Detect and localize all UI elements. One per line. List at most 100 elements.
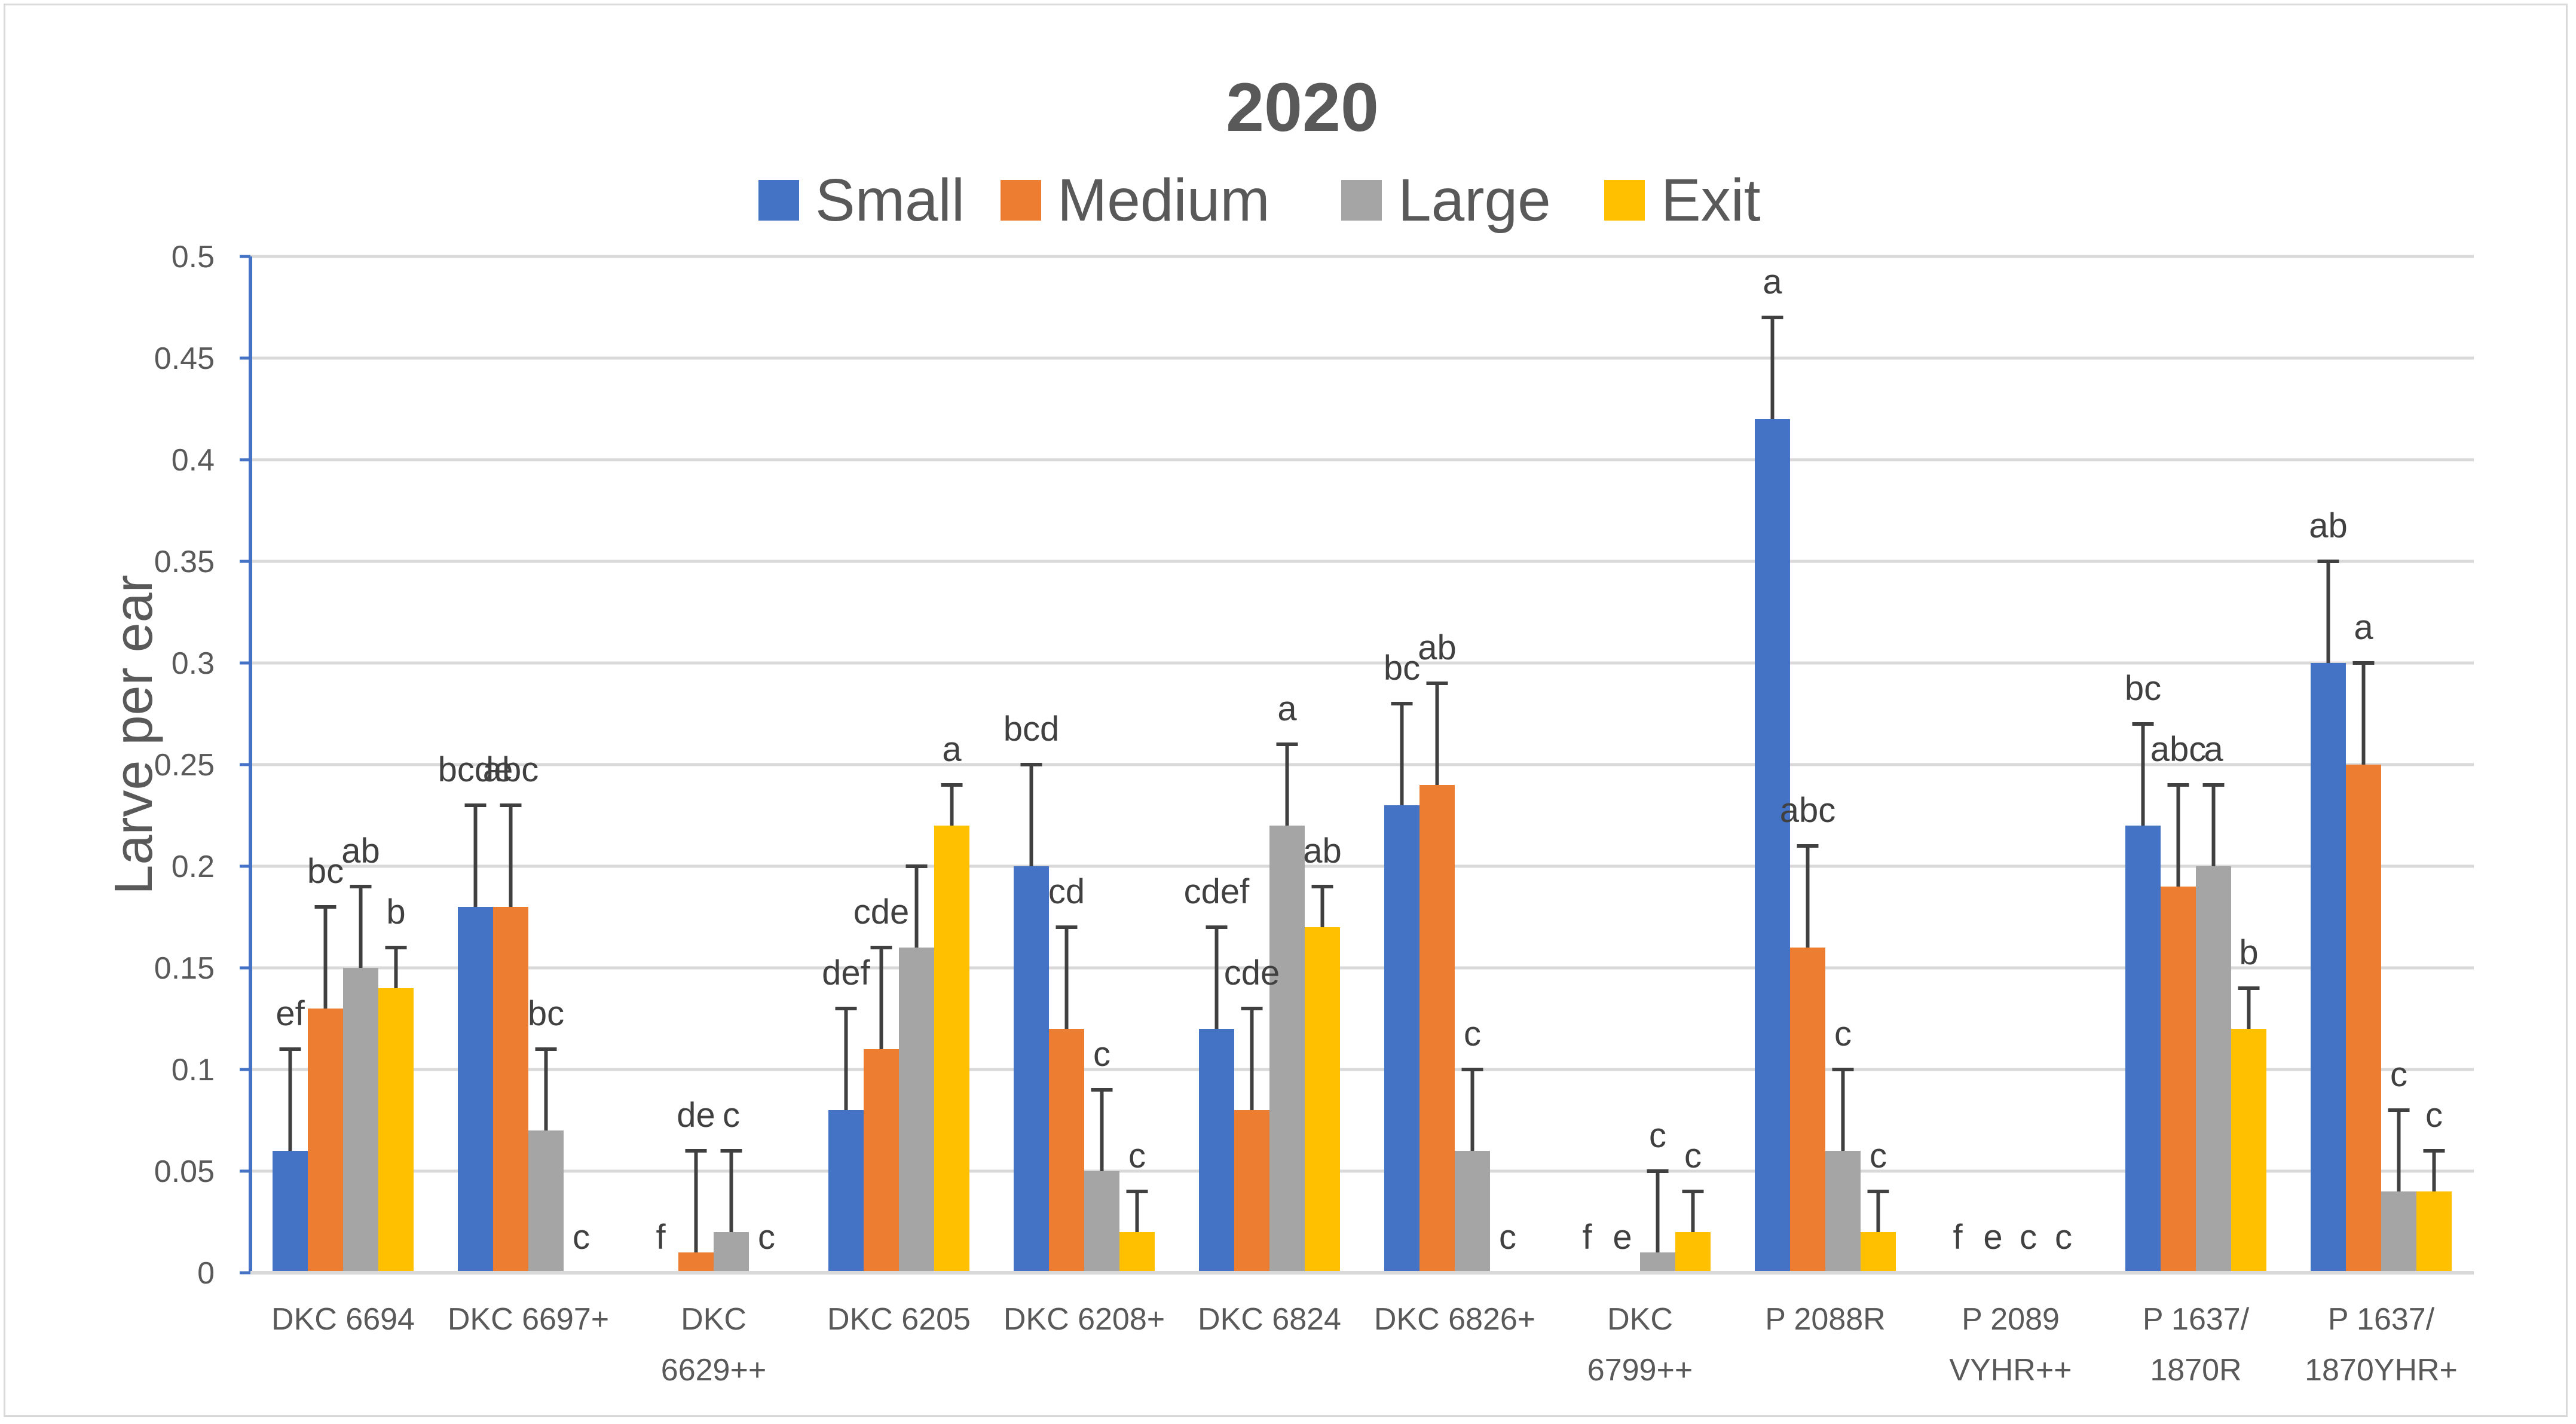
significance-letter: f — [1953, 1218, 1963, 1257]
legend-swatch-small — [758, 180, 799, 221]
x-tick-label: DKC 6824 — [1198, 1302, 1341, 1337]
x-tick-label: DKC — [1607, 1302, 1673, 1337]
significance-letter: cde — [853, 893, 910, 931]
y-tick-label: 0.15 — [154, 951, 215, 986]
significance-letter: ef — [276, 994, 305, 1033]
significance-letter: de — [677, 1096, 715, 1135]
bar-medium — [308, 1009, 343, 1273]
bar-large — [899, 948, 934, 1273]
legend-swatch-exit — [1604, 180, 1645, 221]
bar-large — [528, 1130, 564, 1273]
y-tick-label: 0.2 — [172, 849, 215, 884]
significance-letter: c — [1464, 1014, 1481, 1053]
bar-medium — [864, 1049, 899, 1273]
significance-letter: c — [1684, 1136, 1702, 1175]
bar-medium — [1419, 785, 1455, 1273]
significance-letter: def — [822, 954, 871, 992]
significance-letter: c — [758, 1218, 775, 1257]
significance-letter: cde — [1224, 954, 1280, 992]
significance-letter: b — [2239, 933, 2258, 972]
significance-letter: c — [1870, 1136, 1887, 1175]
x-tick-label: P 1637/ — [2328, 1302, 2435, 1337]
significance-letter: a — [2204, 730, 2223, 769]
significance-letter: b — [386, 893, 405, 931]
x-tick-label: 1870R — [2150, 1353, 2241, 1388]
bar-large — [1640, 1252, 1675, 1273]
significance-letter: bc — [2125, 669, 2161, 708]
y-tick-label: 0.35 — [154, 545, 215, 579]
bar-large — [2381, 1191, 2416, 1273]
significance-letter: cd — [1048, 872, 1085, 911]
legend-label-large: Large — [1398, 167, 1551, 234]
y-axis-label: Larve per ear — [104, 575, 164, 894]
bar-small — [458, 907, 493, 1273]
bar-small — [1014, 866, 1049, 1273]
legend-swatch-large — [1341, 180, 1382, 221]
significance-letter: c — [1093, 1035, 1110, 1074]
x-tick-label: P 2089 — [1962, 1302, 2060, 1337]
significance-letter: cdef — [1184, 872, 1250, 911]
x-tick-label: DKC 6697+ — [448, 1302, 609, 1337]
significance-letter: bc — [307, 852, 344, 891]
bar-large — [1269, 826, 1305, 1273]
x-tick-label: 6629++ — [661, 1353, 766, 1388]
bar-exit — [2416, 1191, 2452, 1273]
significance-letter: ab — [341, 832, 380, 870]
bar-exit — [1305, 927, 1340, 1273]
significance-letter: c — [1499, 1218, 1516, 1257]
significance-letter: c — [2390, 1055, 2407, 1094]
x-tick-label: 6799++ — [1587, 1353, 1693, 1388]
x-tick-label: DKC — [681, 1302, 747, 1337]
x-tick-label: VYHR++ — [1949, 1353, 2072, 1388]
significance-letter: ab — [2309, 506, 2348, 545]
y-tick-label: 0.1 — [172, 1053, 215, 1087]
significance-letter: e — [1983, 1218, 2002, 1257]
significance-letter: c — [1649, 1116, 1666, 1155]
bar-large — [1084, 1171, 1119, 1273]
significance-letter: abc — [1780, 791, 1836, 830]
significance-letter: bcde — [438, 750, 513, 789]
bar-exit — [1861, 1232, 1896, 1273]
significance-letter: f — [1582, 1218, 1592, 1257]
bar-medium — [1234, 1110, 1269, 1273]
significance-letter: abc — [2150, 730, 2207, 769]
y-tick-label: 0 — [197, 1256, 215, 1291]
bar-large — [343, 968, 378, 1273]
significance-letter: a — [2354, 608, 2373, 647]
x-tick-label: 1870YHR+ — [2305, 1353, 2458, 1388]
y-tick-label: 0.4 — [172, 443, 215, 478]
significance-letter: c — [2055, 1218, 2072, 1257]
bar-medium — [1790, 948, 1825, 1273]
significance-letter: e — [1613, 1218, 1632, 1257]
bar-exit — [2231, 1029, 2266, 1273]
bar-small — [2125, 826, 2161, 1273]
significance-letter: c — [2425, 1096, 2443, 1135]
significance-letter: a — [1277, 689, 1297, 728]
significance-letter: a — [942, 730, 962, 769]
significance-letter: ab — [1418, 628, 1457, 667]
legend-label-medium: Medium — [1057, 167, 1270, 234]
bar-small — [1199, 1029, 1234, 1273]
bar-medium — [493, 907, 528, 1273]
bar-small — [1384, 805, 1419, 1273]
bar-medium — [2346, 765, 2381, 1273]
significance-letter: bc — [1384, 649, 1420, 687]
significance-letter: bcd — [1004, 710, 1060, 748]
bar-small — [828, 1110, 864, 1273]
legend-swatch-medium — [1001, 180, 1041, 221]
bar-large — [1455, 1151, 1490, 1273]
chart-frame: ef bc ab b bcde abc bc c f de c c def cde a bcd cd c c cdef… — [4, 4, 2568, 1417]
legend-label-exit: Exit — [1661, 167, 1761, 234]
x-tick-label: DKC 6205 — [827, 1302, 971, 1337]
chart-title: 2020 — [1226, 69, 1379, 146]
bar-small — [1755, 419, 1790, 1273]
bar-medium — [2161, 887, 2196, 1273]
y-tick-label: 0.05 — [154, 1154, 215, 1189]
bar-large — [714, 1232, 749, 1273]
significance-letter: abc — [483, 750, 539, 789]
bar-large — [1825, 1151, 1861, 1273]
y-tick-label: 0.25 — [154, 748, 215, 783]
bar-small — [2311, 663, 2346, 1273]
x-tick-label: DKC 6694 — [271, 1302, 415, 1337]
